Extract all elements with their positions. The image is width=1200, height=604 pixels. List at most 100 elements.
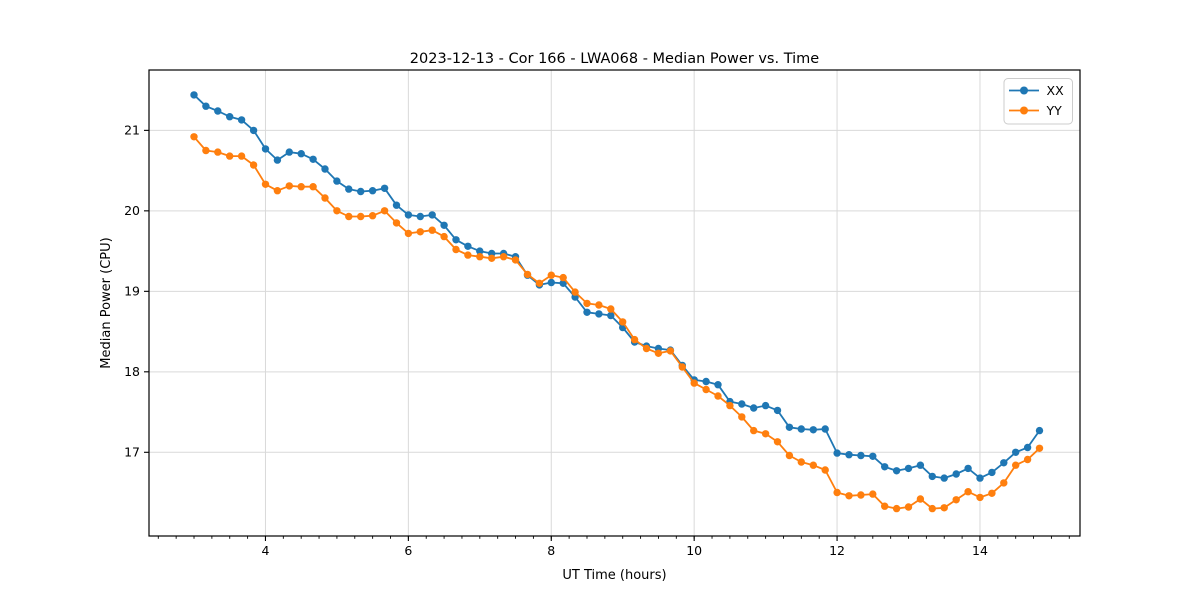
data-point-yy [845, 492, 853, 500]
data-point-yy [976, 493, 984, 502]
data-point-xx [452, 236, 460, 244]
data-point-xx [797, 425, 805, 433]
data-point-yy [249, 161, 258, 169]
data-point-yy [952, 496, 960, 504]
data-point-yy [928, 504, 936, 513]
tick-layer [144, 129, 1070, 541]
series-markers-yy [190, 133, 1044, 513]
legend-marker-xx [1020, 86, 1028, 95]
y-tick-label: 20 [124, 203, 140, 218]
data-point-yy [773, 438, 782, 446]
data-point-xx [202, 102, 210, 110]
data-point-yy [738, 413, 746, 421]
y-tick-label: 18 [124, 364, 140, 379]
data-point-xx [1023, 443, 1032, 452]
data-point-yy [571, 288, 579, 296]
data-point-yy [857, 491, 865, 499]
y-tick-label: 17 [124, 445, 140, 460]
data-point-yy [392, 219, 401, 227]
data-point-yy [916, 495, 925, 503]
y-axis-label: Median Power (CPU) [99, 237, 114, 368]
data-point-yy [523, 270, 532, 279]
x-tick-label: 8 [547, 543, 555, 558]
data-point-xx [392, 201, 401, 209]
data-point-yy [785, 451, 794, 460]
data-point-xx [750, 404, 758, 412]
data-point-yy [452, 245, 460, 254]
data-point-xx [214, 107, 222, 115]
data-point-xx [273, 156, 282, 164]
data-point-xx [702, 377, 710, 386]
data-point-xx [881, 463, 889, 471]
data-point-yy [678, 363, 686, 371]
data-point-yy [237, 152, 246, 160]
series-layer [190, 91, 1044, 513]
data-point-xx [738, 400, 746, 408]
data-point-yy [1035, 444, 1044, 452]
data-point-xx [404, 211, 413, 219]
data-point-yy [750, 426, 758, 435]
data-point-xx [976, 474, 984, 482]
data-point-xx [892, 467, 901, 475]
data-point-yy [559, 273, 567, 282]
data-point-xx [583, 308, 591, 316]
data-point-xx [440, 221, 448, 229]
data-point-xx [190, 91, 198, 99]
legend: XX YY [1003, 78, 1073, 125]
data-point-yy [642, 344, 651, 353]
data-point-yy [583, 299, 591, 308]
data-point-xx [297, 150, 305, 158]
data-point-xx [249, 126, 258, 135]
data-point-yy [988, 489, 996, 497]
data-point-xx [428, 211, 436, 219]
data-point-yy [666, 347, 675, 355]
data-point-yy [416, 228, 424, 236]
data-point-yy [297, 183, 305, 191]
data-point-yy [1023, 455, 1032, 464]
data-point-xx [821, 425, 829, 433]
data-point-xx [333, 177, 341, 185]
data-point-yy [714, 392, 722, 400]
data-point-xx [380, 184, 389, 192]
data-point-xx [809, 426, 817, 434]
data-point-yy [380, 207, 389, 215]
data-point-yy [630, 335, 639, 344]
data-point-yy [1012, 461, 1020, 469]
data-point-yy [428, 226, 436, 234]
data-point-xx [1035, 426, 1044, 435]
data-point-yy [726, 401, 734, 410]
data-point-yy [511, 256, 520, 264]
data-point-yy [333, 207, 341, 215]
legend-entry-xx: XX [1009, 83, 1064, 98]
data-point-xx [595, 310, 603, 318]
data-point-xx [357, 187, 365, 196]
axes-layer [148, 69, 1081, 537]
legend-entry-yy: YY [1009, 103, 1062, 118]
data-point-yy [499, 253, 508, 261]
data-point-yy [404, 229, 413, 238]
data-point-xx [916, 461, 925, 469]
data-point-yy [940, 504, 948, 512]
data-point-xx [833, 449, 841, 457]
data-point-xx [904, 464, 913, 473]
data-point-xx [964, 464, 972, 473]
data-point-xx [952, 470, 960, 478]
data-point-xx [845, 451, 853, 459]
data-point-xx [1012, 448, 1020, 456]
data-point-yy [345, 212, 353, 221]
data-point-xx [988, 468, 996, 477]
data-point-xx [1000, 459, 1008, 467]
data-point-xx [940, 474, 948, 482]
data-point-yy [821, 466, 829, 474]
series-line-xx [193, 94, 1041, 479]
x-tick-label: 4 [261, 543, 269, 558]
data-point-yy [368, 212, 377, 220]
data-point-xx [237, 116, 246, 124]
data-point-yy [702, 385, 710, 394]
data-point-yy [761, 430, 770, 438]
data-point-yy [273, 187, 282, 195]
data-point-yy [654, 349, 663, 357]
data-point-xx [547, 278, 555, 287]
data-point-yy [607, 305, 615, 313]
data-point-yy [869, 490, 877, 498]
